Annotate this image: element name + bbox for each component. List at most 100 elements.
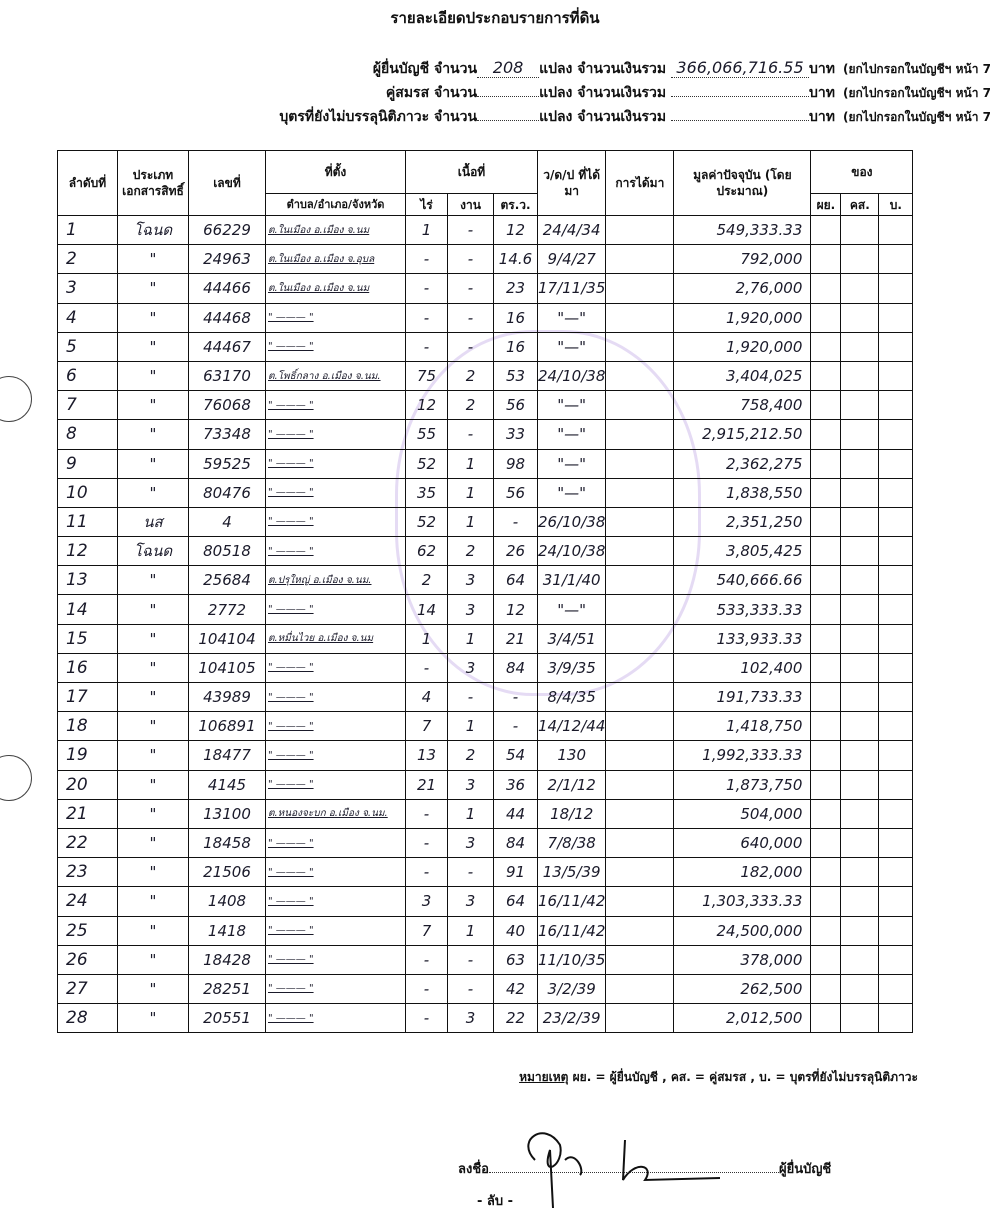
doc-number: 25684	[188, 565, 266, 596]
acquisition	[605, 652, 675, 684]
acquired-date: "—"	[536, 419, 607, 450]
wa: 14.6	[493, 244, 538, 275]
summary-count	[477, 96, 540, 97]
acquired-date: 24/4/34	[536, 214, 607, 246]
owner-filer	[810, 944, 842, 975]
wa: 64	[493, 886, 538, 917]
acquired-date: "—"	[536, 594, 607, 625]
doc-type: นส	[117, 506, 189, 538]
doc-number: 4	[188, 506, 266, 538]
summary-count-label: จำนวน	[433, 109, 478, 125]
doc-number: 4145	[188, 769, 266, 800]
summary-unit: แปลง จำนวนเงินรวม	[539, 61, 667, 77]
wa: 84	[493, 827, 538, 859]
doc-number: 76068	[188, 390, 266, 421]
owner-spouse	[840, 681, 880, 713]
summary-line: ผู้ยื่นบัญชี จำนวน 208 แปลง จำนวนเงินรวม 3…	[373, 58, 990, 80]
row-no: 10	[57, 477, 118, 508]
owner-filer	[810, 594, 842, 625]
ngan: -	[447, 681, 494, 713]
rai: -	[405, 331, 448, 362]
ngan: 3	[447, 769, 494, 800]
acquisition	[605, 681, 675, 713]
table-row: 5 " 44467 " ——— " - -16 "—" 1,920,000	[57, 331, 914, 362]
row-no: 24	[57, 886, 118, 917]
doc-type: "	[117, 798, 189, 829]
value: 758,400	[673, 390, 812, 421]
page-title: รายละเอียดประกอบรายการที่ดิน	[390, 9, 600, 27]
header-location: ที่ตั้ง	[265, 150, 406, 194]
acquisition	[605, 360, 675, 392]
row-no: 19	[57, 740, 118, 771]
acquired-date: 14/12/44	[536, 711, 607, 742]
ngan: 1	[447, 915, 494, 946]
owner-child	[878, 857, 914, 888]
location: " ——— "	[265, 973, 406, 1005]
rai: 13	[405, 740, 448, 771]
doc-number: 43989	[188, 681, 266, 713]
wa: 56	[493, 477, 538, 508]
acquired-date: 23/2/39	[536, 1003, 607, 1034]
rai: 7	[405, 915, 448, 946]
owner-child	[878, 565, 914, 596]
rai: -	[405, 302, 448, 333]
owner-filer	[810, 915, 842, 946]
legend-text: ผย. = ผู้ยื่นบัญชี , คส. = คู่สมรส , บ. …	[568, 1070, 918, 1084]
table-row: 20 " 4145 " ——— " 21 3 36 2/1/12 1,873,750	[57, 769, 914, 800]
owner-filer	[810, 711, 842, 742]
header-acquisition: การได้มา	[605, 150, 675, 216]
header-date: ว/ด/ป ที่ได้มา	[536, 150, 607, 216]
wa: 12	[493, 214, 538, 246]
row-no: 4	[57, 302, 118, 333]
acquired-date: "—"	[536, 448, 607, 479]
owner-spouse	[840, 711, 880, 742]
row-no: 9	[57, 448, 118, 479]
signature-role: ผู้ยื่นบัญชี	[778, 1162, 832, 1177]
acquired-date: 16/11/42	[536, 886, 607, 917]
table-row: 2 " 24963 ต.ในเมือง อ.เมือง จ.อุบล - -14.6 9/4…	[57, 244, 914, 275]
value: 504,000	[673, 798, 812, 829]
summary-amount	[671, 120, 810, 121]
owner-child	[878, 448, 914, 479]
row-no: 22	[57, 827, 118, 859]
ngan: 1	[447, 711, 494, 742]
row-no: 5	[57, 331, 118, 362]
rai: -	[405, 827, 448, 859]
acquisition	[605, 448, 675, 479]
signature-line: ลงชื่อ ผู้ยื่นบัญชี	[458, 1158, 831, 1179]
acquisition	[605, 565, 675, 596]
location: " ——— "	[265, 506, 406, 538]
wa: 84	[493, 652, 538, 684]
owner-spouse	[840, 302, 880, 333]
rai: 1	[405, 623, 448, 654]
acquisition	[605, 302, 675, 333]
acquisition	[605, 477, 675, 508]
value: 24,500,000	[673, 915, 812, 946]
owner-spouse	[840, 419, 880, 450]
owner-child	[878, 623, 914, 654]
wa: 53	[493, 360, 538, 392]
table-row: 19 " 18477 " ——— " 13 2 54 130 1,992,333.33	[57, 740, 914, 771]
doc-type: "	[117, 360, 189, 392]
value: 191,733.33	[673, 681, 812, 713]
rai: 2	[405, 565, 448, 596]
row-no: 13	[57, 565, 118, 596]
owner-child	[878, 798, 914, 829]
owner-filer	[810, 302, 842, 333]
acquired-date: 130	[536, 740, 607, 771]
acquisition	[605, 944, 675, 975]
header-owner-child: บ.	[878, 193, 914, 216]
value: 262,500	[673, 973, 812, 1005]
ngan: 1	[447, 477, 494, 508]
owner-spouse	[840, 915, 880, 946]
doc-number: 20551	[188, 1003, 266, 1034]
rai: -	[405, 1003, 448, 1034]
owner-spouse	[840, 565, 880, 596]
owner-spouse	[840, 594, 880, 625]
location: " ——— "	[265, 740, 406, 771]
rai: 75	[405, 360, 448, 392]
owner-spouse	[840, 331, 880, 362]
rai: 14	[405, 594, 448, 625]
ngan: -	[447, 857, 494, 888]
location: ต.ในเมือง อ.เมือง จ.อุบล	[265, 244, 406, 275]
